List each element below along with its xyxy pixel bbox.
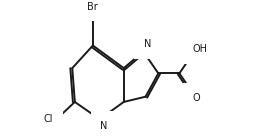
Text: OH: OH: [193, 44, 208, 54]
Text: Cl: Cl: [44, 113, 53, 124]
Text: N: N: [100, 121, 108, 131]
Text: Br: Br: [87, 2, 98, 12]
Text: O: O: [193, 93, 200, 103]
Text: N: N: [144, 39, 151, 49]
